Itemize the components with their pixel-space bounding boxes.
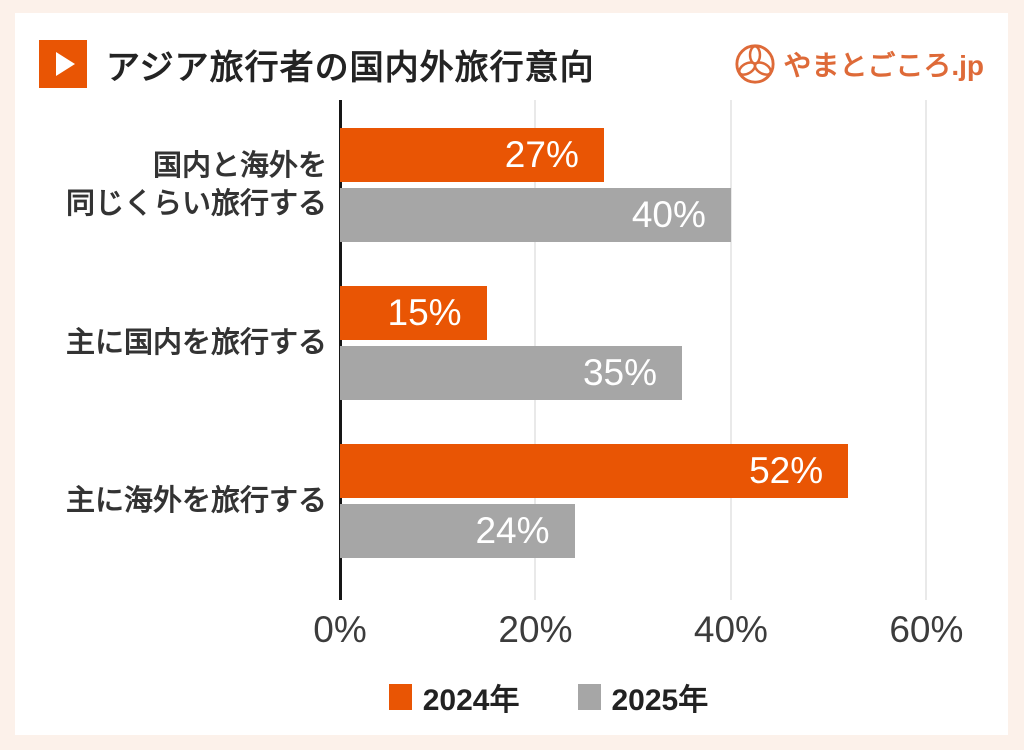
bar-value-label: 27%: [504, 134, 579, 175]
chart-title: アジア旅行者の国内外旅行意向: [106, 48, 595, 87]
plot-area: 国内と海外を 同じくらい旅行する 27% 40% 主に国内を旅行する 15% 3…: [39, 100, 985, 600]
category-row: 主に海外を旅行する 52% 24%: [39, 444, 985, 558]
legend-swatch-2025: [577, 684, 601, 710]
category-label: 主に国内を旅行する: [65, 326, 327, 359]
x-tick-label: 20%: [498, 609, 573, 650]
bar-2025: 35%: [340, 346, 683, 400]
play-triangle-icon: [56, 52, 75, 76]
legend-item-2024: 2024年: [388, 675, 520, 719]
bar-group: 52% 24%: [340, 444, 985, 558]
category-label: 国内と海外を 同じくらい旅行する: [65, 149, 327, 220]
category-row: 主に国内を旅行する 15% 35%: [39, 286, 985, 400]
legend-label-2024: 2024年: [422, 684, 520, 717]
x-tick-label: 40%: [693, 609, 768, 650]
x-tick-label: 60%: [889, 609, 964, 650]
bar-value-label: 35%: [582, 352, 658, 393]
bar-group: 15% 35%: [340, 286, 985, 400]
bar-2025: 24%: [340, 504, 575, 558]
legend-item-2025: 2025年: [577, 675, 709, 719]
x-tick-label: 0%: [313, 609, 367, 650]
chart-legend: 2024年 2025年: [76, 675, 1021, 719]
play-icon: [39, 40, 87, 88]
bar-value-label: 15%: [387, 292, 462, 333]
brand-emblem-icon: [735, 44, 775, 84]
header: アジア旅行者の国内外旅行意向 やまとごころ.jp: [39, 40, 984, 88]
bar-group: 27% 40%: [340, 128, 985, 242]
bar-2025: 40%: [340, 188, 731, 242]
brand-logo-text: やまとごころ.jp: [783, 50, 984, 81]
chart-card: アジア旅行者の国内外旅行意向 やまとごころ.jp: [15, 13, 1008, 735]
bar-value-label: 52%: [749, 450, 824, 491]
legend-label-2025: 2025年: [611, 684, 709, 717]
bar-value-label: 24%: [475, 510, 550, 551]
category-label: 主に海外を旅行する: [65, 484, 327, 517]
bar-2024: 52%: [340, 444, 849, 498]
category-row: 国内と海外を 同じくらい旅行する 27% 40%: [39, 128, 985, 242]
bar-2024: 27%: [340, 128, 604, 182]
x-axis: 0% 20% 40% 60%: [313, 600, 985, 658]
legend-swatch-2024: [388, 684, 412, 710]
bar-chart: 国内と海外を 同じくらい旅行する 27% 40% 主に国内を旅行する 15% 3…: [39, 100, 985, 658]
bar-value-label: 40%: [631, 194, 706, 235]
bar-2024: 15%: [340, 286, 487, 340]
brand-logo: やまとごころ.jp: [734, 43, 984, 85]
